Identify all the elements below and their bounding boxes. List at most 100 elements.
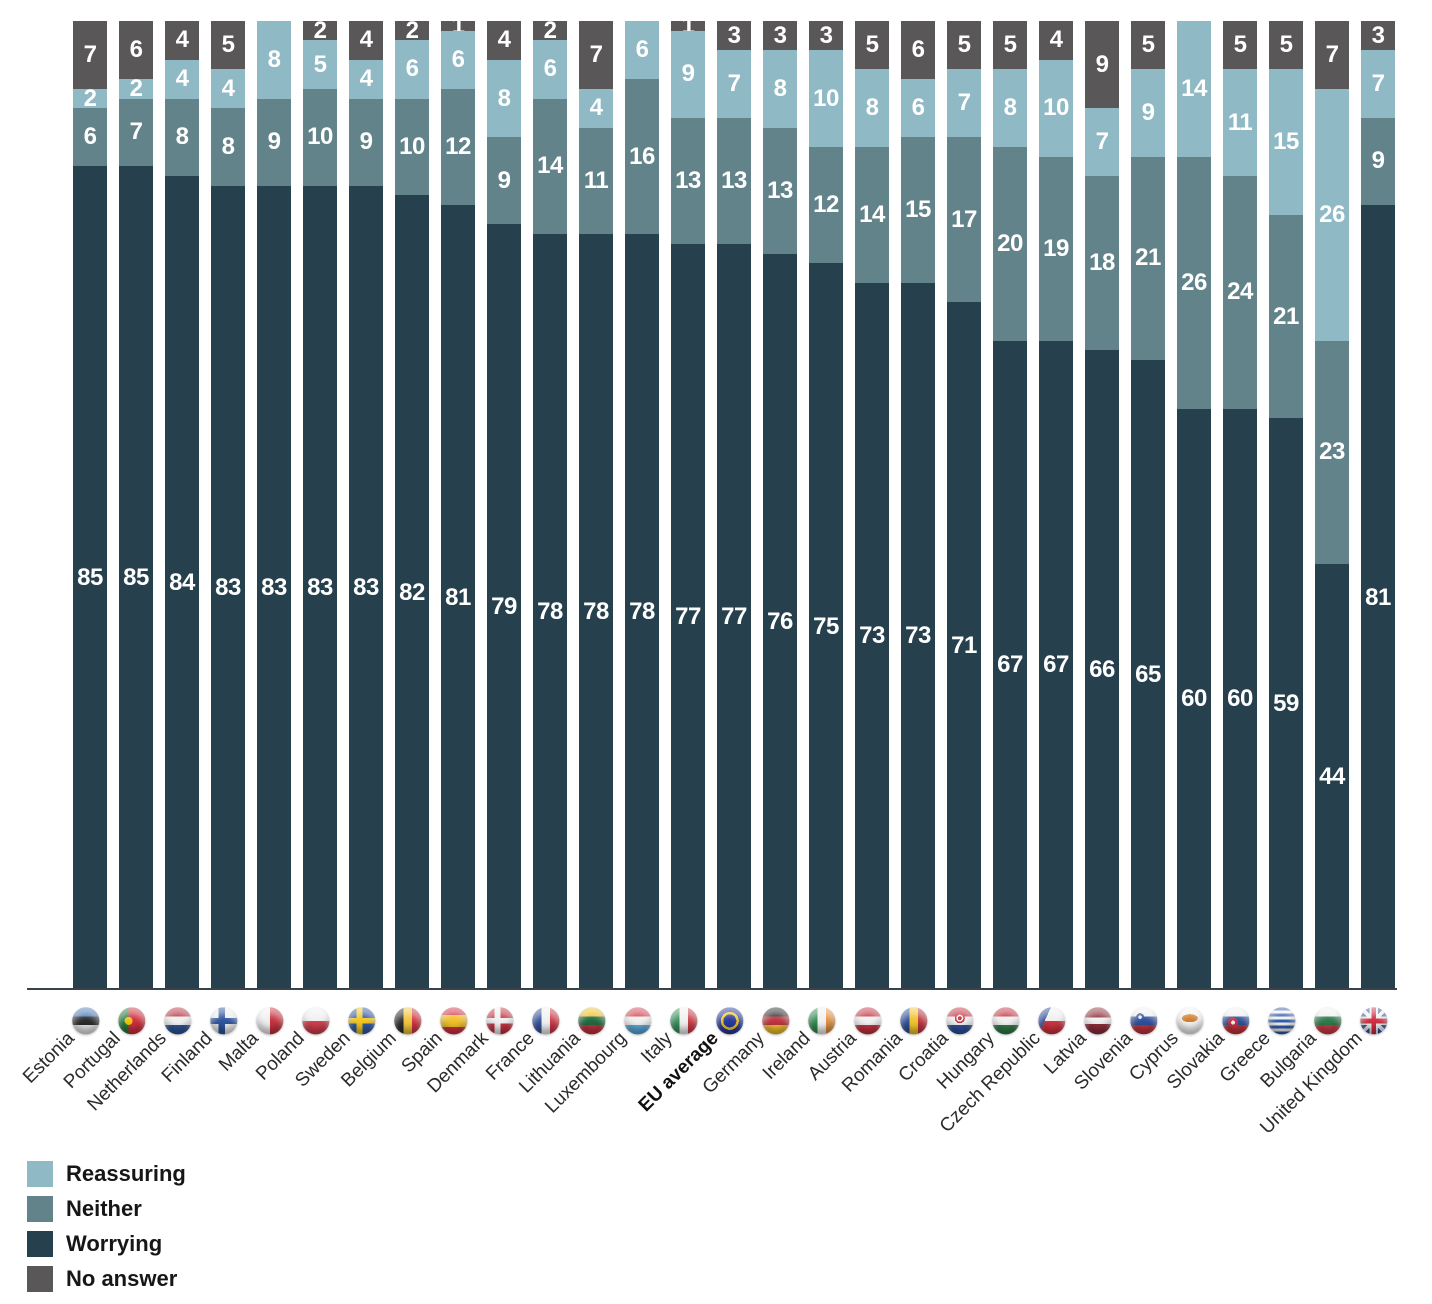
segment-no_answer: 4 [1039, 21, 1073, 60]
flag-sweden-icon [347, 1007, 375, 1035]
segment-value-label: 7 [1325, 40, 1339, 68]
segment-no_answer: 6 [119, 21, 153, 80]
segment-value-label: 78 [583, 598, 609, 626]
flag-austria-icon [853, 1007, 881, 1035]
flag-bulgaria-icon [1313, 1007, 1341, 1035]
flag-estonia-icon [71, 1007, 99, 1035]
segment-value-label: 26 [1181, 268, 1207, 296]
bar-romania: 6 6 15 73 [901, 21, 935, 990]
country-label: Bulgaria [1256, 1027, 1321, 1092]
segment-neither: 8 [211, 108, 245, 186]
segment-neither: 13 [671, 117, 705, 244]
segment-reassuring: 15 [1269, 69, 1303, 215]
segment-value-label: 3 [1371, 21, 1385, 49]
flag-germany-icon [761, 1007, 789, 1035]
x-tick-latvia: Latvia [949, 1001, 1117, 1169]
bar-italy: 1 9 13 77 [671, 13, 705, 990]
country-label: Czech Republic [935, 1027, 1045, 1137]
segment-worrying: 67 [1039, 340, 1073, 990]
segment-value-label: 5 [221, 31, 235, 59]
segment-neither: 9 [257, 98, 291, 186]
segment-worrying: 73 [901, 282, 935, 990]
segment-value-label: 10 [1043, 94, 1069, 122]
segment-reassuring: 7 [1361, 50, 1395, 118]
segment-reassuring: 11 [1223, 69, 1257, 177]
country-label: Slovenia [1069, 1027, 1137, 1095]
segment-value-label: 5 [1003, 31, 1017, 59]
segment-value-label: 78 [537, 598, 563, 626]
flag-denmark-icon [485, 1007, 513, 1035]
segment-neither: 23 [1315, 340, 1349, 564]
flag-czech-republic-icon [1037, 1007, 1065, 1035]
segment-value-label: 24 [1227, 278, 1253, 306]
segment-value-label: 85 [123, 564, 149, 592]
bar-ireland: 3 10 12 75 [809, 21, 843, 990]
segment-value-label: 9 [681, 60, 695, 88]
flag-united-kingdom-icon [1359, 1007, 1387, 1035]
segment-value-label: 65 [1135, 661, 1161, 689]
legend-swatch-neither [27, 1196, 53, 1222]
x-tick-luxembourg: Luxembourg [489, 1001, 657, 1169]
segment-worrying: 73 [855, 282, 889, 990]
segment-no_answer: 7 [73, 21, 107, 89]
segment-value-label: 15 [905, 195, 931, 223]
x-tick-eu-average: EU average [581, 1001, 749, 1169]
x-tick-czech-republic: Czech Republic [903, 1001, 1071, 1169]
segment-value-label: 14 [859, 200, 885, 228]
segment-value-label: 7 [83, 40, 97, 68]
country-label: EU average [634, 1027, 723, 1116]
segment-neither: 15 [901, 137, 935, 283]
segment-value-label: 4 [589, 94, 603, 122]
x-tick-poland: Poland [167, 1001, 335, 1169]
segment-worrying: 71 [947, 301, 981, 990]
segment-value-label: 9 [1141, 99, 1155, 127]
country-label: Spain [397, 1027, 447, 1077]
country-label: Greece [1215, 1027, 1275, 1087]
segment-no_answer: 5 [993, 21, 1027, 70]
country-label: Slovakia [1162, 1027, 1229, 1094]
segment-neither: 13 [717, 117, 751, 244]
segment-value-label: 76 [767, 607, 793, 635]
segment-value-label: 8 [1003, 94, 1017, 122]
segment-neither: 19 [1039, 156, 1073, 341]
segment-worrying: 44 [1315, 563, 1349, 990]
segment-no_answer: 1 [441, 13, 475, 37]
x-tick-hungary: Hungary [857, 1001, 1025, 1169]
segment-value-label: 77 [721, 602, 747, 630]
segment-value-label: 19 [1043, 234, 1069, 262]
bar-luxembourg: 6 16 78 [625, 21, 659, 990]
segment-value-label: 4 [359, 65, 373, 93]
segment-value-label: 26 [1319, 200, 1345, 228]
segment-reassuring: 6 [441, 30, 475, 89]
bar-austria: 5 8 14 73 [855, 21, 889, 990]
country-label: Finland [157, 1027, 217, 1087]
segment-value-label: 7 [589, 40, 603, 68]
segment-worrying: 82 [395, 195, 429, 990]
bar-portugal: 6 2 7 85 [119, 21, 153, 990]
segment-worrying: 59 [1269, 418, 1303, 990]
segment-reassuring: 2 [119, 76, 153, 100]
bar-france: 2 6 14 78 [533, 18, 567, 990]
segment-value-label: 4 [497, 26, 511, 54]
flag-slovakia-icon [1221, 1007, 1249, 1035]
segment-value-label: 11 [1227, 108, 1253, 136]
segment-neither: 26 [1177, 156, 1211, 409]
segment-value-label: 10 [307, 123, 333, 151]
segment-value-label: 67 [997, 651, 1023, 679]
flag-italy-icon [669, 1007, 697, 1035]
segment-worrying: 78 [579, 234, 613, 990]
x-tick-ireland: Ireland [673, 1001, 841, 1169]
bar-eu-average: 3 7 13 77 [717, 21, 751, 990]
legend-label-reassuring: Reassuring [66, 1161, 186, 1186]
segment-reassuring: 6 [901, 79, 935, 138]
segment-value-label: 83 [261, 573, 287, 601]
segment-value-label: 2 [405, 16, 419, 44]
country-label: Ireland [758, 1027, 815, 1084]
bar-malta: 8 9 83 [257, 21, 291, 990]
segment-worrying: 81 [441, 205, 475, 990]
segment-value-label: 9 [1095, 50, 1109, 78]
segment-reassuring: 2 [73, 86, 107, 110]
segment-value-label: 79 [491, 593, 517, 621]
flag-greece-icon [1267, 1007, 1295, 1035]
segment-value-label: 20 [997, 229, 1023, 257]
